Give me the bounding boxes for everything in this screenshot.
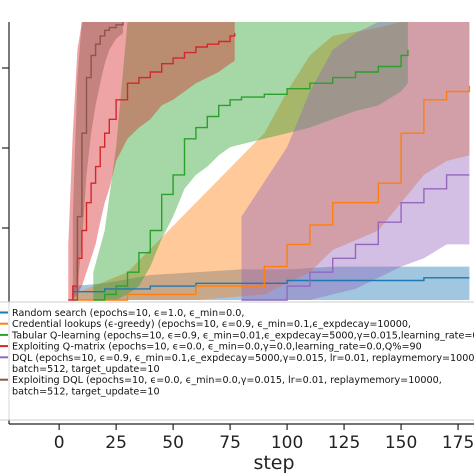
- legend-box: [0, 301, 474, 421]
- line-series-3: [93, 49, 409, 301]
- line-series-6: [72, 22, 124, 301]
- band-series-3: [93, 22, 408, 300]
- x-tick-label: 100: [271, 433, 303, 453]
- series-lines: [68, 22, 471, 301]
- x-tick-label: 50: [162, 433, 184, 453]
- legend-entry: Credential lookups (ϵ-greedy) (epochs=10…: [12, 319, 411, 330]
- band-series-2: [72, 22, 470, 300]
- x-axis-title: step: [253, 452, 294, 474]
- x-tick-label: 25: [105, 433, 127, 453]
- legend-entry: Exploiting DQL (epochs=10, ϵ=0.0, ϵ_min=…: [12, 375, 442, 386]
- line-series-1: [72, 277, 470, 293]
- line-series-5: [241, 174, 470, 301]
- legend: Random search (epochs=10, ϵ=1.0, ϵ_min=0…: [0, 301, 474, 421]
- line-series-2: [72, 85, 471, 301]
- line-series-4: [68, 33, 236, 301]
- band-series-5: [241, 22, 470, 300]
- legend-entry-continuation: batch=512, target_update=10: [12, 386, 160, 397]
- band-series-4: [68, 22, 235, 300]
- x-tick-label: 150: [385, 433, 417, 453]
- x-tick-label: 175: [442, 433, 474, 453]
- legend-entry: Exploiting Q-matrix (epochs=10, ϵ=0.0, ϵ…: [12, 342, 422, 353]
- confidence-bands: [68, 22, 470, 300]
- x-ticks: 0 25 50 75 100 125 150 175: [54, 424, 474, 453]
- x-tick-label: 125: [328, 433, 360, 453]
- legend-entry: Tabular Q-learning (epochs=10, ϵ=0.9, ϵ_…: [11, 330, 474, 341]
- x-tick-label: 75: [219, 433, 241, 453]
- legend-entry-continuation: batch=512, target_update=10: [12, 364, 160, 375]
- legend-entry: DQL (epochs=10, ϵ=0.9, ϵ_min=0.1,ϵ_expde…: [12, 353, 474, 364]
- band-series-6: [72, 22, 123, 300]
- legend-entry: Random search (epochs=10, ϵ=1.0, ϵ_min=0…: [12, 308, 244, 319]
- x-tick-label: 0: [54, 433, 65, 453]
